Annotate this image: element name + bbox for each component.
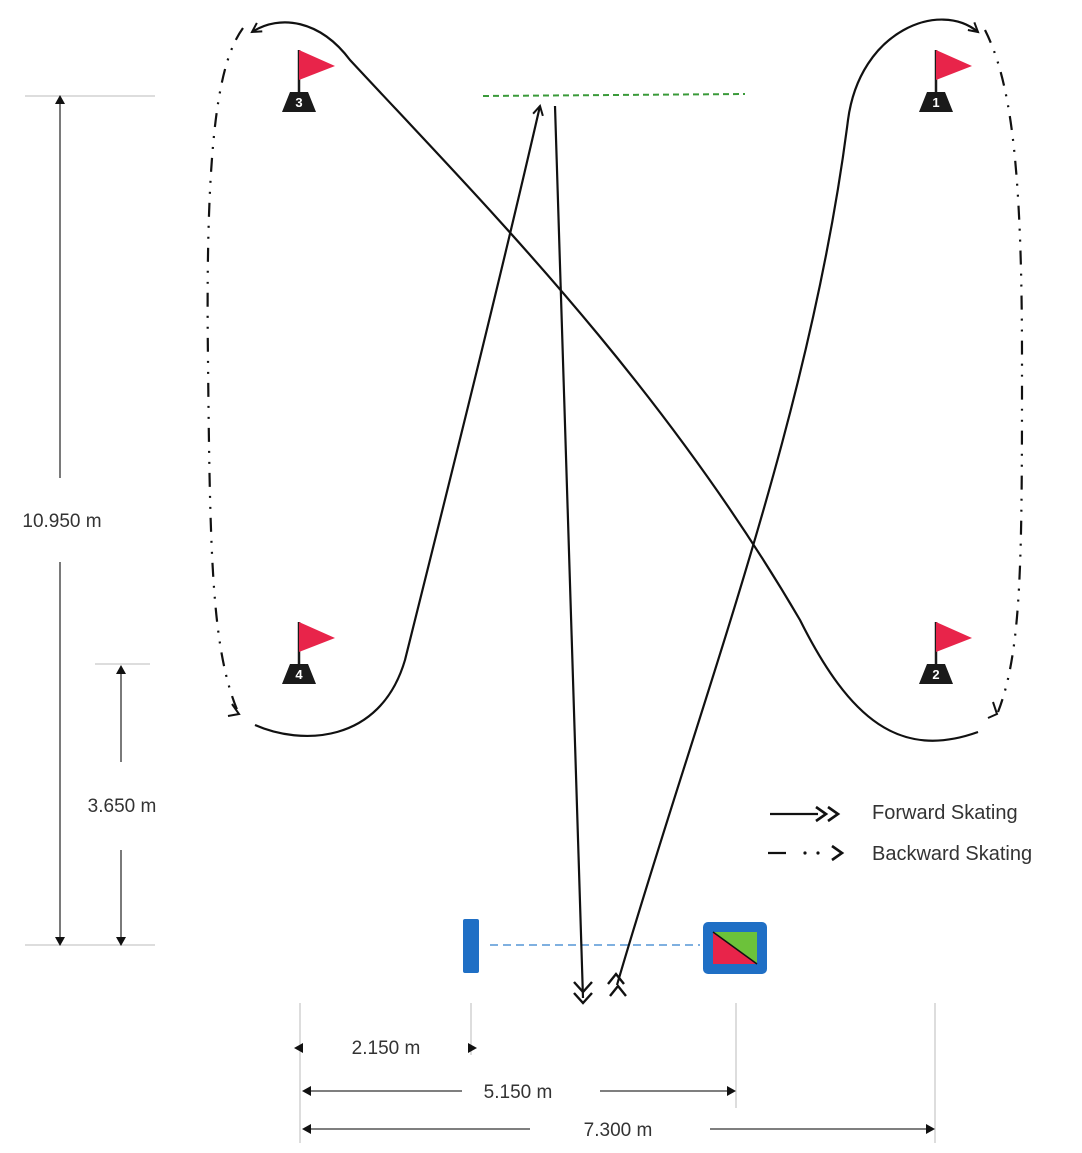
flag-number: 2 xyxy=(932,667,939,682)
dimension-label-horizontal-3: 7.300 m xyxy=(584,1120,653,1141)
flag-cone xyxy=(282,92,316,112)
flag-icon: 2 xyxy=(919,622,972,684)
dimension-horizontal-1: 2.150 m xyxy=(294,1038,477,1059)
flag-banner xyxy=(936,50,972,80)
flag-number: 4 xyxy=(295,667,303,682)
arrow-right-icon xyxy=(831,844,845,862)
forward-path-flag2-to-flag3 xyxy=(252,21,979,742)
flag-banner xyxy=(936,622,972,652)
legend-backward-label: Backward Skating xyxy=(872,843,1032,865)
dimension-label-vertical-total: 10.950 m xyxy=(22,511,101,532)
flag-icon: 3 xyxy=(282,50,335,112)
backward-path-right xyxy=(984,29,1024,713)
dimension-vertical-total: 10.950 m xyxy=(22,95,155,946)
flag-icon: 4 xyxy=(282,622,335,684)
double-arrow-down-icon xyxy=(573,981,593,1005)
double-arrow-up-icon xyxy=(607,972,627,997)
forward-path-flag4-to-start xyxy=(254,106,540,738)
double-arrow-right-icon xyxy=(815,805,841,823)
flag-cone xyxy=(919,92,953,112)
dimension-horizontal-3: 7.300 m xyxy=(302,1120,935,1141)
flag-number: 3 xyxy=(295,95,302,110)
forward-path-finish-to-flag1 xyxy=(615,18,978,986)
backward-arrow-left xyxy=(227,703,241,717)
flag-banner xyxy=(299,50,335,80)
legend-backward-dot xyxy=(803,851,807,855)
legend-forward-label: Forward Skating xyxy=(872,802,1018,824)
flag-icon: 1 xyxy=(919,50,972,112)
dimension-horizontal-2: 5.150 m xyxy=(302,1082,736,1103)
dimension-label-vertical-short: 3.650 m xyxy=(88,796,157,817)
flag-number: 1 xyxy=(932,95,939,110)
dimension-label-horizontal-1: 2.150 m xyxy=(352,1038,421,1059)
backward-arrow-right xyxy=(987,701,999,719)
backward-path-left xyxy=(206,27,244,713)
flag-banner xyxy=(299,622,335,652)
post-icon xyxy=(463,919,479,973)
dimension-label-horizontal-2: 5.150 m xyxy=(484,1082,553,1103)
gate-box-icon xyxy=(703,922,767,974)
dimension-vertical-short: 3.650 m xyxy=(88,663,157,946)
start-line xyxy=(482,93,746,97)
legend: Forward Skating Backward Skating xyxy=(768,802,1032,865)
flag-cone xyxy=(282,664,316,684)
forward-path-start-to-finish xyxy=(553,105,585,999)
flag-cone xyxy=(919,664,953,684)
legend-backward-dot xyxy=(816,851,820,855)
